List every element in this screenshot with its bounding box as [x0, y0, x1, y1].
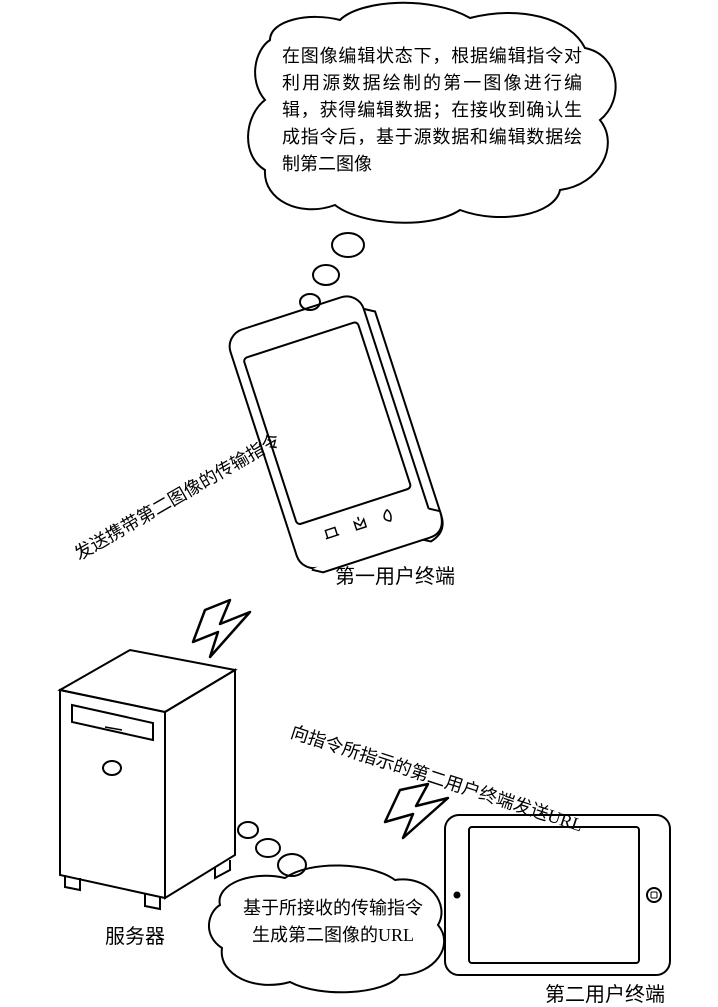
terminal2-label: 第二用户终端	[545, 978, 665, 1007]
thought-top-text: 在图像编辑状态下，根据编辑指令对利用源数据绘制的第一图像进行编辑，获得编辑数据；…	[282, 43, 582, 178]
thought-bottom-text: 基于所接收的传输指令生成第二图像的URL	[243, 895, 423, 949]
terminal2-tablet	[445, 815, 670, 975]
thought-trail-server	[238, 822, 306, 876]
bolt-left	[193, 600, 250, 657]
server-label: 服务器	[105, 920, 165, 949]
terminal1-label: 第一用户终端	[335, 560, 455, 589]
terminal1-phone	[225, 289, 448, 583]
server-box	[60, 650, 235, 909]
